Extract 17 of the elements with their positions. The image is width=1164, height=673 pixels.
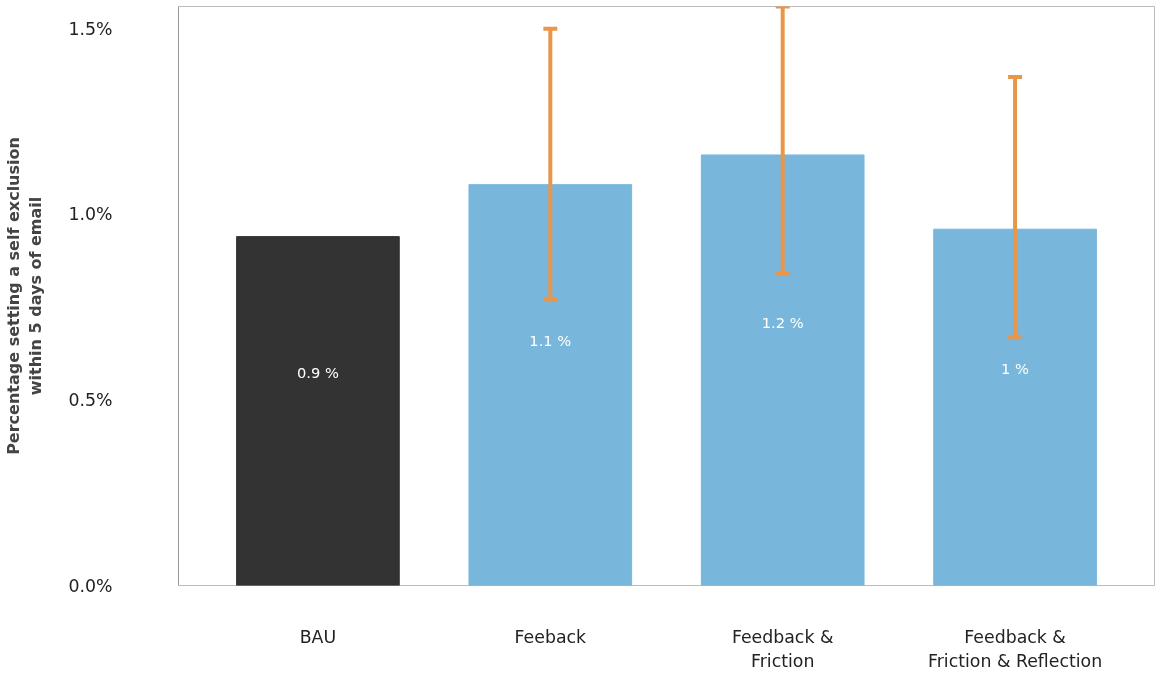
data-label: 1.1 %: [529, 332, 572, 350]
data-label: 0.9 %: [296, 364, 339, 382]
y-tick-label: 0.5%: [68, 389, 113, 410]
bar: [700, 154, 865, 586]
data-label: 1 %: [1001, 359, 1030, 377]
bar: [468, 184, 633, 586]
bar: [933, 228, 1097, 586]
x-tick-label: Feeback: [514, 626, 587, 647]
bar: [236, 236, 400, 586]
y-axis-title: Percentage setting a self exclusion within 5 days of email: [3, 137, 46, 455]
x-tick-label: Feedback & Friction: [731, 626, 834, 671]
x-tick-label: Feedback & Friction & Reflection: [928, 626, 1103, 671]
y-tick-label: 1.0%: [68, 204, 113, 225]
y-tick-label: 0.0%: [68, 575, 113, 596]
data-label: 1.2 %: [761, 314, 804, 332]
y-tick-label: 1.5%: [68, 18, 113, 39]
x-tick-label: BAU: [299, 626, 337, 647]
